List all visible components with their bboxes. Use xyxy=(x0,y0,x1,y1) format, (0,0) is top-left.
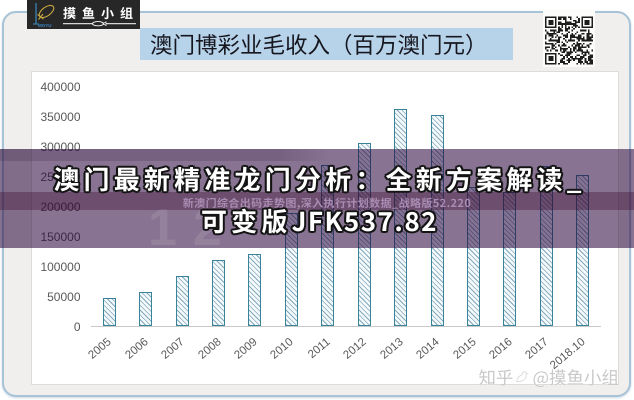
svg-text:MOYU: MOYU xyxy=(38,23,52,28)
svg-text:摸鱼小组: 摸鱼小组 xyxy=(63,3,139,22)
